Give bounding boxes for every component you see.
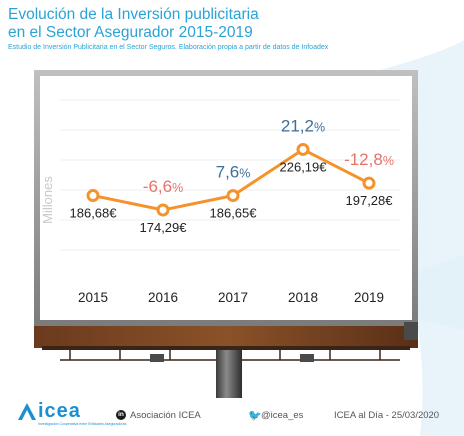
change-label-2019: -12,8% <box>344 150 394 169</box>
chart-title: Evolución de la Inversión publicitaria e… <box>8 6 259 42</box>
data-point-2018 <box>296 142 310 156</box>
data-label-2018: 226,19€ <box>280 159 328 174</box>
title-line-1: Evolución de la Inversión publicitaria <box>8 6 259 23</box>
icea-logo-sub: Investigación Cooperativa entre Entidade… <box>38 422 127 426</box>
x-tick-2018: 2018 <box>288 290 318 305</box>
change-label-2018: 21,2% <box>281 116 325 135</box>
data-label-2019: 197,28€ <box>346 193 394 208</box>
title-line-2: en el Sector Asegurador 2015-2019 <box>8 24 253 41</box>
data-point-2015 <box>86 189 100 203</box>
date-label: ICEA al Día - 25/03/2020 <box>334 410 440 421</box>
twitter-link[interactable]: @icea_es <box>261 410 304 421</box>
x-tick-2019: 2019 <box>354 290 384 305</box>
data-point-2016 <box>156 203 170 217</box>
change-label-2017: 7,6% <box>216 163 251 182</box>
data-point-2017 <box>226 189 240 203</box>
chart-subtitle: Estudio de Inversión Publicitaria en el … <box>8 44 329 51</box>
x-tick-2015: 2015 <box>78 290 108 305</box>
twitter-icon: 🐦 <box>248 410 262 422</box>
footer: icea Investigación Cooperativa entre Ent… <box>0 398 464 428</box>
billboard-pole <box>216 350 242 398</box>
billboard-base <box>34 326 418 348</box>
icea-logo-text: icea <box>38 400 81 422</box>
data-point-2019 <box>362 176 376 190</box>
data-label-2016: 174,29€ <box>140 220 188 235</box>
data-label-2017: 186,65€ <box>210 206 258 221</box>
linkedin-icon: in <box>116 410 126 420</box>
y-axis-label: Millones <box>40 176 55 224</box>
icea-logo-icon <box>18 403 36 420</box>
x-tick-2017: 2017 <box>218 290 248 305</box>
x-tick-2016: 2016 <box>148 290 178 305</box>
change-label-2016: -6,6% <box>143 177 183 196</box>
data-label-2015: 186,68€ <box>70 206 118 221</box>
linkedin-link[interactable]: Asociación ICEA <box>130 410 201 421</box>
